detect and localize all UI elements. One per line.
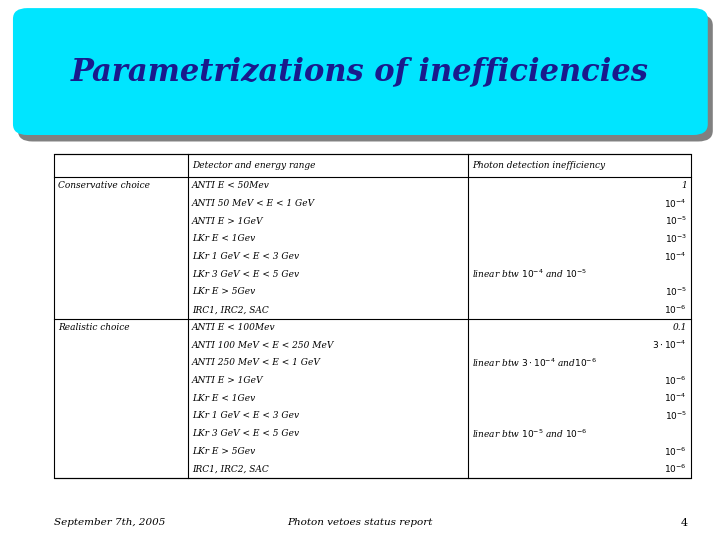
- Text: $10^{-5}$: $10^{-5}$: [665, 215, 687, 227]
- Text: $10^{-4}$: $10^{-4}$: [665, 392, 687, 404]
- Text: $10^{-4}$: $10^{-4}$: [665, 251, 687, 263]
- Text: IRC1, IRC2, SAC: IRC1, IRC2, SAC: [192, 305, 269, 314]
- Text: Photon vetoes status report: Photon vetoes status report: [287, 518, 433, 527]
- Text: LKr E > 5Gev: LKr E > 5Gev: [192, 447, 256, 456]
- Text: Detector and energy range: Detector and energy range: [192, 161, 315, 170]
- Text: $10^{-5}$: $10^{-5}$: [665, 410, 687, 422]
- Text: LKr E < 1Gev: LKr E < 1Gev: [192, 234, 256, 244]
- Text: $10^{-5}$: $10^{-5}$: [665, 286, 687, 298]
- Text: ANTI E < 50Mev: ANTI E < 50Mev: [192, 181, 270, 190]
- Text: linear btw $3\cdot10^{-4}$ and$10^{-6}$: linear btw $3\cdot10^{-4}$ and$10^{-6}$: [472, 356, 598, 369]
- Text: ANTI 250 MeV < E < 1 GeV: ANTI 250 MeV < E < 1 GeV: [192, 359, 321, 367]
- Text: $10^{-6}$: $10^{-6}$: [665, 303, 687, 316]
- Text: $3\cdot10^{-4}$: $3\cdot10^{-4}$: [652, 339, 687, 352]
- Text: $10^{-6}$: $10^{-6}$: [665, 445, 687, 457]
- Text: 1: 1: [681, 181, 687, 190]
- Text: Parametrizations of inefficiencies: Parametrizations of inefficiencies: [71, 56, 649, 87]
- Text: LKr E > 5Gev: LKr E > 5Gev: [192, 287, 256, 296]
- Text: linear btw $10^{-5}$ and $10^{-6}$: linear btw $10^{-5}$ and $10^{-6}$: [472, 428, 588, 440]
- Text: LKr E < 1Gev: LKr E < 1Gev: [192, 394, 256, 403]
- Text: ANTI 50 MeV < E < 1 GeV: ANTI 50 MeV < E < 1 GeV: [192, 199, 315, 208]
- Text: $10^{-4}$: $10^{-4}$: [665, 197, 687, 210]
- Text: ANTI E < 100Mev: ANTI E < 100Mev: [192, 323, 276, 332]
- Text: $10^{-6}$: $10^{-6}$: [665, 463, 687, 475]
- Text: Realistic choice: Realistic choice: [58, 323, 130, 332]
- Text: ANTI E > 1GeV: ANTI E > 1GeV: [192, 217, 264, 226]
- Text: ANTI 100 MeV < E < 250 MeV: ANTI 100 MeV < E < 250 MeV: [192, 341, 335, 349]
- Text: LKr 1 GeV < E < 3 Gev: LKr 1 GeV < E < 3 Gev: [192, 252, 300, 261]
- Text: IRC1, IRC2, SAC: IRC1, IRC2, SAC: [192, 464, 269, 474]
- Text: ANTI E > 1GeV: ANTI E > 1GeV: [192, 376, 264, 385]
- Text: 0.1: 0.1: [672, 323, 687, 332]
- Text: Photon detection inefficiency: Photon detection inefficiency: [472, 161, 606, 170]
- Text: September 7th, 2005: September 7th, 2005: [54, 518, 166, 527]
- Text: LKr 3 GeV < E < 5 Gev: LKr 3 GeV < E < 5 Gev: [192, 270, 300, 279]
- Text: 4: 4: [680, 518, 688, 528]
- Text: $10^{-6}$: $10^{-6}$: [665, 374, 687, 387]
- Text: linear btw $10^{-4}$ and $10^{-5}$: linear btw $10^{-4}$ and $10^{-5}$: [472, 268, 588, 280]
- Text: Conservative choice: Conservative choice: [58, 181, 150, 190]
- Text: LKr 1 GeV < E < 3 Gev: LKr 1 GeV < E < 3 Gev: [192, 411, 300, 421]
- Text: $10^{-3}$: $10^{-3}$: [665, 233, 687, 245]
- Text: LKr 3 GeV < E < 5 Gev: LKr 3 GeV < E < 5 Gev: [192, 429, 300, 438]
